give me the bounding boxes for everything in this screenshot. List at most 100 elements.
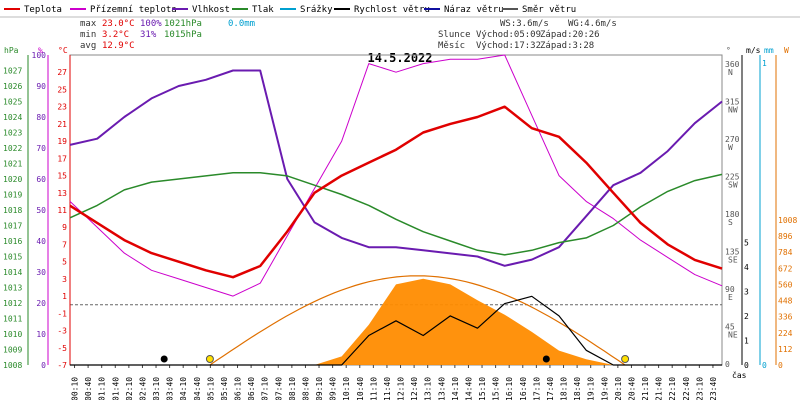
max-label: max	[80, 19, 97, 29]
solar-tick-label: 896	[778, 232, 793, 241]
legend-label: Vlhkost	[192, 5, 230, 15]
time-tick-label: 19:40	[600, 377, 609, 400]
hpa-tick-label: 1023	[3, 129, 22, 138]
temp-tick-label: 13	[57, 189, 67, 198]
series-solar-area	[70, 278, 722, 365]
time-tick-label: 19:10	[587, 377, 596, 400]
humidity-tick-label: 40	[36, 237, 46, 246]
direction-compass-label: SW	[728, 181, 738, 190]
direction-compass-label: S	[728, 218, 733, 227]
time-tick-label: 20:40	[627, 377, 636, 400]
temp-tick-label: 15	[57, 172, 67, 181]
axis-unit-label: %	[38, 46, 43, 55]
hpa-tick-label: 1008	[3, 361, 22, 370]
max-press: 1021hPa	[164, 19, 202, 29]
ws-value: WS:3.6m/s	[500, 19, 549, 29]
legend: Teplota Přízemní teplota Vlhkost Tlak Srážky…	[0, 5, 800, 18]
time-tick-label: 12:10	[397, 377, 406, 400]
humidity-tick-label: 20	[36, 299, 46, 308]
time-tick-label: 09:10	[315, 377, 324, 400]
temp-tick-label: -5	[57, 344, 67, 353]
temp-tick-label: 9	[62, 223, 67, 232]
hpa-tick-label: 1015	[3, 253, 22, 262]
solar-tick-label: 1008	[778, 216, 797, 225]
time-tick-label: 08:40	[301, 377, 310, 400]
moon-marker	[160, 355, 168, 363]
wind-tick-label: 0	[744, 361, 749, 370]
wind-tick-label: 3	[744, 287, 749, 296]
time-tick-label: 09:40	[329, 377, 338, 400]
legend-label: Směr větru	[522, 5, 576, 15]
direction-compass-label: E	[728, 293, 733, 302]
time-tick-label: 15:10	[478, 377, 487, 400]
time-tick-label: 13:10	[424, 377, 433, 400]
temp-tick-label: 19	[57, 137, 67, 146]
direction-tick-label: 45	[725, 323, 735, 332]
axes: hPa% °C1027102610251024102310221021102010…	[3, 46, 797, 400]
hpa-tick-label: 1016	[3, 237, 22, 246]
max-hum: 100%	[140, 19, 162, 29]
sun-marker	[205, 355, 214, 363]
time-tick-label: 00:10	[71, 377, 80, 400]
sun-marker	[621, 355, 630, 363]
series-pressure	[69, 172, 723, 256]
moonrise: Východ:17:32	[476, 41, 541, 51]
direction-tick-label: 90	[725, 285, 735, 294]
time-tick-label: 01:40	[111, 377, 120, 400]
direction-tick-label: 315	[725, 98, 740, 107]
chart-title: 14.5.2022	[367, 51, 432, 65]
time-tick-label: 08:10	[288, 377, 297, 400]
hpa-tick-label: 1017	[3, 222, 22, 231]
direction-compass-label: NE	[728, 331, 738, 340]
time-tick-label: 16:10	[505, 377, 514, 400]
legend-label: Teplota	[24, 5, 62, 15]
temp-tick-label: -1	[57, 309, 67, 318]
min-label: min	[80, 30, 96, 40]
wind-tick-label: 1	[744, 336, 749, 345]
legend-label: Tlak	[252, 5, 274, 15]
temp-tick-label: 5	[62, 258, 67, 267]
moonset: Západ:3:28	[540, 41, 594, 51]
temp-tick-label: 23	[57, 103, 67, 112]
time-tick-label: 06:40	[247, 377, 256, 400]
series-humidity	[69, 69, 723, 267]
legend-label: Rychlost větru	[354, 5, 430, 15]
time-tick-label: 23:10	[695, 377, 704, 400]
axis-unit-label: W	[784, 46, 789, 55]
hpa-tick-label: 1020	[3, 175, 22, 184]
time-tick-label: 02:10	[125, 377, 134, 400]
time-tick-label: 04:40	[193, 377, 202, 400]
humidity-tick-label: 10	[36, 330, 46, 339]
direction-tick-label: 225	[725, 173, 740, 182]
time-tick-label: 03:40	[166, 377, 175, 400]
temp-tick-label: -3	[57, 327, 67, 336]
time-tick-label: 03:10	[152, 377, 161, 400]
time-tick-label: 05:40	[220, 377, 229, 400]
time-tick-label: 02:40	[138, 377, 147, 400]
time-tick-label: 12:40	[410, 377, 419, 400]
direction-compass-label: W	[728, 143, 733, 152]
min-press: 1015hPa	[164, 30, 202, 40]
rain-tick-label: 1	[762, 59, 767, 68]
direction-compass-label: N	[728, 68, 733, 77]
temp-tick-label: 21	[57, 120, 67, 129]
temp-tick-label: 17	[57, 154, 67, 163]
legend-label: Přízemní teplota	[90, 5, 177, 15]
solar-tick-label: 112	[778, 345, 793, 354]
time-tick-label: 00:40	[84, 377, 93, 400]
humidity-tick-label: 100	[32, 51, 47, 60]
axis-unit-label: mm	[764, 46, 774, 55]
temp-tick-label: 27	[57, 68, 67, 77]
avg-label: avg	[80, 41, 96, 51]
humidity-tick-label: 90	[36, 82, 46, 91]
time-tick-label: 23:40	[709, 377, 718, 400]
time-tick-label: 01:10	[98, 377, 107, 400]
axis-unit-label: m/s	[746, 46, 761, 55]
hpa-tick-label: 1018	[3, 206, 22, 215]
solar-tick-label: 560	[778, 280, 793, 289]
temp-tick-label: -7	[57, 361, 67, 370]
hpa-tick-label: 1011	[3, 315, 22, 324]
direction-compass-label: NW	[728, 106, 738, 115]
time-tick-label: 14:40	[464, 377, 473, 400]
hpa-tick-label: 1024	[3, 113, 22, 122]
